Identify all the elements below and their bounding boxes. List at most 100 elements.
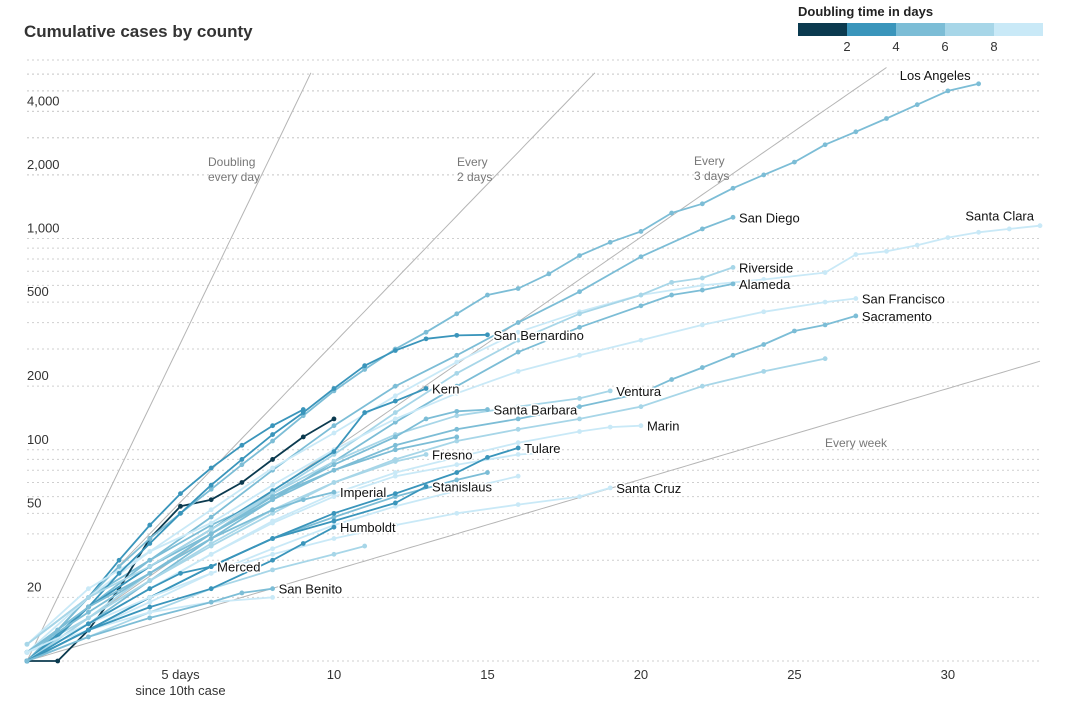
data-point bbox=[792, 328, 797, 334]
data-point bbox=[300, 434, 306, 440]
data-point bbox=[331, 430, 337, 436]
data-point bbox=[699, 287, 705, 293]
data-point bbox=[699, 282, 705, 288]
data-point bbox=[515, 329, 521, 335]
data-point bbox=[270, 551, 275, 557]
data-point bbox=[454, 434, 460, 440]
data-point bbox=[178, 491, 183, 497]
data-point bbox=[454, 352, 460, 358]
data-point bbox=[515, 426, 521, 432]
county-label-tulare: Tulare bbox=[524, 441, 560, 456]
data-point bbox=[300, 497, 306, 503]
data-point bbox=[454, 311, 460, 317]
data-point bbox=[607, 485, 613, 491]
county-label-halo: Tulare bbox=[524, 441, 560, 456]
data-point bbox=[515, 320, 521, 325]
reference-line-label: Every bbox=[694, 154, 725, 168]
y-tick-label: 500 bbox=[27, 284, 49, 299]
reference-line-label: Doubling bbox=[208, 155, 255, 169]
data-point bbox=[208, 482, 214, 488]
county-label-fresno: Fresno bbox=[432, 447, 472, 462]
data-point bbox=[116, 564, 122, 569]
series-line-sacramento bbox=[26, 315, 857, 654]
data-point bbox=[392, 410, 398, 415]
data-point bbox=[239, 462, 245, 468]
data-point bbox=[454, 455, 460, 460]
data-point bbox=[761, 309, 767, 315]
data-point bbox=[239, 590, 245, 596]
county-label-halo: Santa Cruz bbox=[616, 481, 681, 496]
data-point bbox=[178, 503, 183, 509]
data-point bbox=[208, 514, 214, 520]
data-point bbox=[638, 423, 644, 429]
data-point bbox=[270, 494, 275, 500]
data-point bbox=[423, 386, 429, 391]
data-point bbox=[208, 551, 214, 557]
data-point bbox=[147, 557, 153, 563]
series-line-los-angeles bbox=[26, 82, 979, 662]
data-point bbox=[24, 649, 30, 655]
x-tick-label: 25 bbox=[787, 667, 801, 682]
data-point bbox=[730, 352, 736, 358]
legend-tick-6: 6 bbox=[941, 39, 948, 54]
data-point bbox=[85, 615, 91, 621]
data-point bbox=[239, 442, 245, 448]
data-point bbox=[454, 390, 460, 396]
data-point bbox=[577, 311, 582, 317]
data-point bbox=[792, 159, 797, 165]
data-point bbox=[85, 634, 91, 640]
data-point bbox=[730, 185, 736, 191]
data-point bbox=[454, 413, 460, 419]
data-point bbox=[208, 526, 214, 532]
data-point bbox=[515, 416, 521, 422]
data-point bbox=[270, 536, 275, 541]
data-point bbox=[945, 235, 951, 241]
data-point bbox=[485, 292, 490, 298]
legend-title: Doubling time in days bbox=[798, 4, 934, 19]
data-point bbox=[392, 442, 398, 448]
county-label-halo: Fresno bbox=[432, 447, 472, 462]
data-point bbox=[515, 452, 521, 457]
data-point bbox=[178, 510, 183, 516]
data-point bbox=[485, 407, 490, 412]
x-axis-label: since 10th case bbox=[135, 683, 225, 698]
data-point bbox=[515, 286, 521, 291]
legend-swatch-2 bbox=[896, 23, 945, 36]
data-point bbox=[761, 368, 767, 374]
data-point bbox=[853, 296, 859, 301]
data-point bbox=[577, 289, 582, 295]
county-label-san-francisco: San Francisco bbox=[862, 292, 945, 307]
data-point bbox=[699, 201, 705, 207]
y-tick-label: 200 bbox=[27, 368, 49, 383]
data-point bbox=[270, 518, 275, 524]
data-point bbox=[515, 502, 521, 508]
data-point bbox=[454, 332, 460, 338]
data-point bbox=[392, 459, 398, 464]
data-point bbox=[147, 615, 153, 621]
county-label-halo: Alameda bbox=[739, 277, 791, 292]
series-unnamed-8 bbox=[24, 416, 337, 664]
series-unnamed-0 bbox=[24, 356, 828, 655]
data-point bbox=[485, 455, 490, 460]
y-axis-ticks: 20 50 100 200 500 1,000 2,000 4,000 bbox=[27, 93, 60, 594]
y-tick-label: 4,000 bbox=[27, 93, 60, 108]
county-label-imperial: Imperial bbox=[340, 485, 386, 500]
county-label-halo: Santa Clara bbox=[965, 209, 1034, 224]
data-point bbox=[423, 329, 429, 335]
data-point bbox=[270, 465, 275, 471]
county-label-los-angeles: Los Angeles bbox=[900, 68, 971, 83]
reference-line-label: 2 days bbox=[457, 170, 492, 184]
series-fresno bbox=[24, 452, 429, 664]
data-point bbox=[208, 465, 214, 471]
data-point bbox=[331, 416, 337, 422]
data-point bbox=[147, 586, 153, 592]
data-point bbox=[239, 480, 245, 485]
county-label-halo: San Diego bbox=[739, 210, 800, 225]
data-point bbox=[392, 491, 398, 497]
series-santa-cruz bbox=[24, 485, 613, 655]
data-point bbox=[454, 370, 460, 376]
series-san-francisco bbox=[24, 296, 859, 647]
data-point bbox=[392, 500, 398, 506]
data-point bbox=[392, 348, 398, 353]
